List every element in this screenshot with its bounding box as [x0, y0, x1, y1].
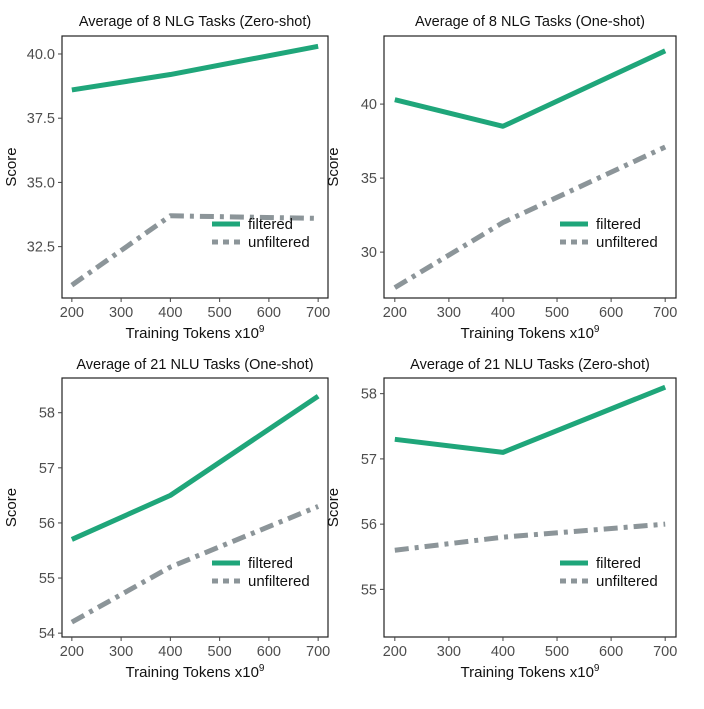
series-line-filtered	[394, 384, 667, 455]
series-line-unfiltered	[70, 213, 319, 288]
x-axis-label: Training Tokens x109	[126, 663, 265, 681]
x-tick-label: 300	[437, 644, 461, 660]
x-tick-label: 700	[653, 305, 677, 321]
x-tick-label: 300	[437, 305, 461, 321]
x-axis-label-text: Training Tokens x10	[461, 664, 594, 681]
x-axis-label-text: Training Tokens x10	[461, 325, 594, 342]
y-tick-label: 35.0	[27, 175, 55, 191]
chart-panel-3: Average of 21 NLU Tasks (One-shot) 200 300…	[3, 357, 330, 681]
y-tick-label: 57	[39, 461, 55, 477]
x-tick-label: 200	[383, 644, 407, 660]
x-tick-label: 400	[491, 305, 515, 321]
x-axis-label-exponent: 9	[259, 663, 265, 674]
x-axis-label-exponent: 9	[594, 324, 600, 335]
legend-label-unfiltered: unfiltered	[248, 234, 310, 251]
x-tick-label: 300	[109, 644, 133, 660]
chart-panel-2: Average of 8 NLG Tasks (One-shot) 200 300 4…	[325, 14, 677, 342]
chart-title: Average of 21 NLU Tasks (One-shot)	[76, 357, 313, 373]
x-tick-label: 400	[158, 644, 182, 660]
x-tick-label: 700	[306, 305, 330, 321]
x-tick-label: 700	[306, 644, 330, 660]
plot-frame	[383, 377, 677, 638]
plot-frame	[383, 35, 677, 299]
chart-title: Average of 8 NLG Tasks (Zero-shot)	[79, 14, 311, 30]
plot-frame	[61, 377, 329, 638]
x-tick-label: 600	[257, 305, 281, 321]
x-tick-label: 600	[599, 305, 623, 321]
y-tick-label: 40.0	[27, 47, 55, 63]
x-tick-label: 300	[109, 305, 133, 321]
y-axis-label: Score	[325, 147, 342, 186]
series-line-unfiltered	[70, 504, 320, 625]
y-tick-label: 55	[39, 571, 55, 587]
legend-label-unfiltered: unfiltered	[596, 573, 658, 590]
legend-label-filtered: filtered	[248, 555, 293, 572]
x-axis-label-exponent: 9	[594, 663, 600, 674]
series-line-unfiltered	[394, 521, 666, 553]
y-tick-label: 54	[39, 626, 55, 642]
y-axis-label: Score	[3, 147, 20, 186]
y-tick-label: 56	[39, 516, 55, 532]
y-tick-label: 32.5	[27, 240, 55, 256]
y-tick-label: 57	[361, 452, 377, 468]
y-tick-label: 56	[361, 517, 377, 533]
x-tick-label: 500	[545, 305, 569, 321]
x-tick-label: 200	[60, 644, 84, 660]
legend-label-unfiltered: unfiltered	[596, 234, 658, 251]
x-tick-label: 500	[208, 644, 232, 660]
y-axis-label: Score	[3, 488, 20, 527]
x-tick-label: 700	[653, 644, 677, 660]
y-tick-label: 37.5	[27, 111, 55, 127]
plot-frame	[61, 35, 329, 299]
y-tick-label: 40	[361, 97, 377, 113]
x-tick-label: 600	[599, 644, 623, 660]
x-tick-label: 400	[158, 305, 182, 321]
legend-label-filtered: filtered	[248, 216, 293, 233]
x-tick-label: 600	[257, 644, 281, 660]
legend-label-filtered: filtered	[596, 216, 641, 233]
x-tick-label: 400	[491, 644, 515, 660]
chart-panel-1: Average of 8 NLG Tasks (Zero-shot) 200 300…	[3, 14, 330, 342]
x-tick-label: 500	[545, 644, 569, 660]
series-line-filtered	[70, 394, 320, 542]
x-axis-label-exponent: 9	[259, 324, 265, 335]
y-tick-label: 58	[361, 387, 377, 403]
chart-title: Average of 21 NLU Tasks (Zero-shot)	[410, 357, 650, 373]
x-axis-label: Training Tokens x109	[461, 324, 600, 342]
x-axis-label: Training Tokens x109	[461, 663, 600, 681]
y-tick-label: 30	[361, 245, 377, 261]
x-axis-label-text: Training Tokens x10	[126, 325, 259, 342]
y-axis-label: Score	[325, 488, 342, 527]
x-tick-label: 200	[383, 305, 407, 321]
chart-title: Average of 8 NLG Tasks (One-shot)	[415, 14, 645, 30]
series-line-filtered	[394, 48, 667, 129]
y-tick-label: 58	[39, 406, 55, 422]
chart-panel-4: Average of 21 NLU Tasks (Zero-shot) 200 30…	[325, 357, 677, 681]
x-axis-label: Training Tokens x109	[126, 324, 265, 342]
legend-label-unfiltered: unfiltered	[248, 573, 310, 590]
x-axis-label-text: Training Tokens x10	[126, 664, 259, 681]
series-line-unfiltered	[393, 144, 667, 290]
x-tick-label: 200	[60, 305, 84, 321]
legend-label-filtered: filtered	[596, 555, 641, 572]
y-tick-label: 35	[361, 171, 377, 187]
x-tick-label: 500	[208, 305, 232, 321]
y-tick-label: 55	[361, 582, 377, 598]
series-line-filtered	[71, 43, 319, 93]
